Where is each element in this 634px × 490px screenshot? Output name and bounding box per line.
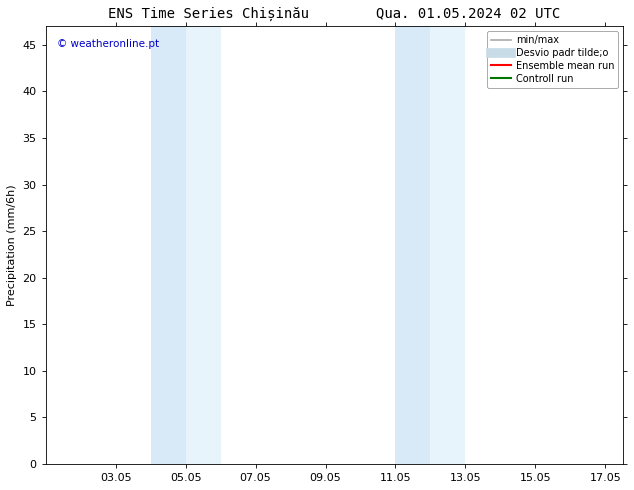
Legend: min/max, Desvio padr tilde;o, Ensemble mean run, Controll run: min/max, Desvio padr tilde;o, Ensemble m… <box>488 31 618 88</box>
Bar <box>396 26 430 464</box>
Bar <box>186 26 221 464</box>
Title: ENS Time Series Chișinău        Qua. 01.05.2024 02 UTC: ENS Time Series Chișinău Qua. 01.05.2024… <box>108 7 560 21</box>
Text: © weatheronline.pt: © weatheronline.pt <box>57 39 159 49</box>
Bar <box>151 26 186 464</box>
Y-axis label: Precipitation (mm/6h): Precipitation (mm/6h) <box>7 184 17 306</box>
Bar <box>430 26 465 464</box>
